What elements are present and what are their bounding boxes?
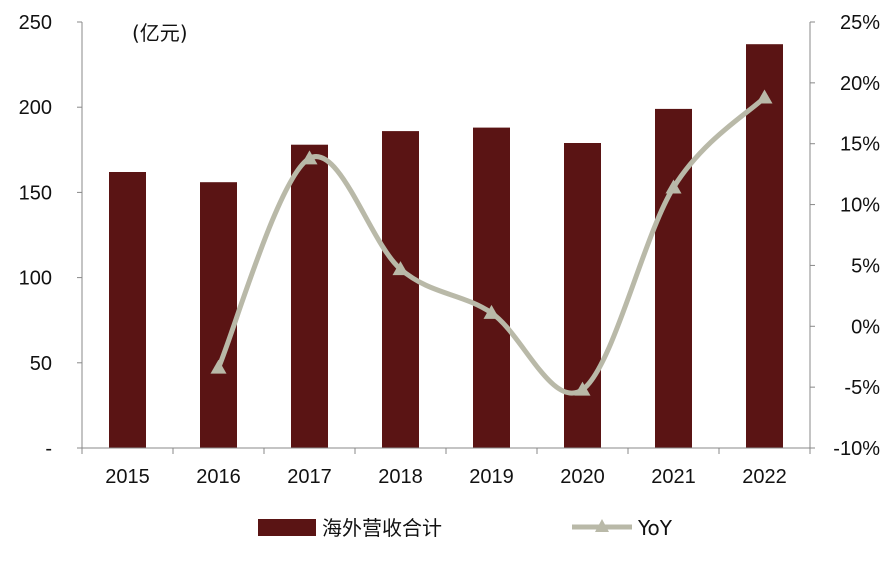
x-tick-label-2017: 2017: [287, 466, 332, 488]
right-tick-label: 0%: [851, 316, 880, 338]
left-tick-label: 150: [19, 182, 52, 204]
left-tick-label: 100: [19, 268, 52, 290]
x-tick-label-2016: 2016: [196, 466, 241, 488]
yoy-series: [210, 89, 773, 396]
x-tick-label-2015: 2015: [105, 466, 150, 488]
yoy-point-2019: [483, 304, 500, 319]
bar-2017: [291, 144, 328, 448]
right-axis-ticks: -10% -5% 0% 5% 10% 15% 20% 25%: [833, 12, 880, 460]
left-tick-label: 200: [19, 97, 52, 119]
yoy-point-2016: [210, 359, 227, 374]
bar-2016: [200, 182, 237, 448]
x-tick-label-2022: 2022: [742, 466, 787, 488]
bar-2019: [473, 127, 510, 448]
x-tick-label-2020: 2020: [560, 466, 605, 488]
bar-2022: [746, 44, 783, 448]
bar-series: [109, 44, 783, 449]
x-tick-label-2018: 2018: [378, 466, 423, 488]
axes: [77, 21, 815, 454]
right-tick-label: 25%: [840, 12, 880, 34]
x-tick-label-2019: 2019: [469, 466, 514, 488]
left-tick-label: -: [45, 438, 52, 460]
bar-2020: [564, 143, 601, 448]
right-tick-label: 15%: [840, 134, 880, 156]
x-axis-ticks: 2015 2016 2017 2018 2019 2020 2021 2022: [105, 466, 787, 488]
right-tick-label: -10%: [833, 438, 880, 460]
right-tick-label: 10%: [840, 195, 880, 217]
bar-2018: [382, 131, 419, 448]
legend: 海外营收合计 YoY: [258, 516, 673, 540]
legend-triangle-marker-icon: [595, 519, 609, 532]
right-tick-label: -5%: [844, 377, 880, 399]
bar-2015: [109, 172, 146, 448]
x-tick-label-2021: 2021: [651, 466, 696, 488]
bar-2021: [655, 108, 692, 449]
right-tick-label: 5%: [851, 255, 880, 277]
legend-bar-swatch: [258, 519, 316, 536]
yoy-point-2017: [301, 150, 318, 165]
yoy-point-2022: [756, 89, 773, 104]
legend-line-label: YoY: [637, 516, 673, 540]
yoy-point-2018: [392, 261, 409, 276]
right-tick-label: 20%: [840, 73, 880, 95]
left-axis-ticks: - 50 100 150 200 250: [19, 12, 52, 460]
left-tick-label: 50: [30, 353, 52, 375]
unit-label: (亿元): [132, 21, 188, 45]
left-tick-label: 250: [19, 12, 52, 34]
yoy-point-2020: [574, 381, 591, 396]
yoy-point-2021: [665, 179, 682, 194]
legend-bar-label: 海外营收合计: [322, 516, 442, 540]
